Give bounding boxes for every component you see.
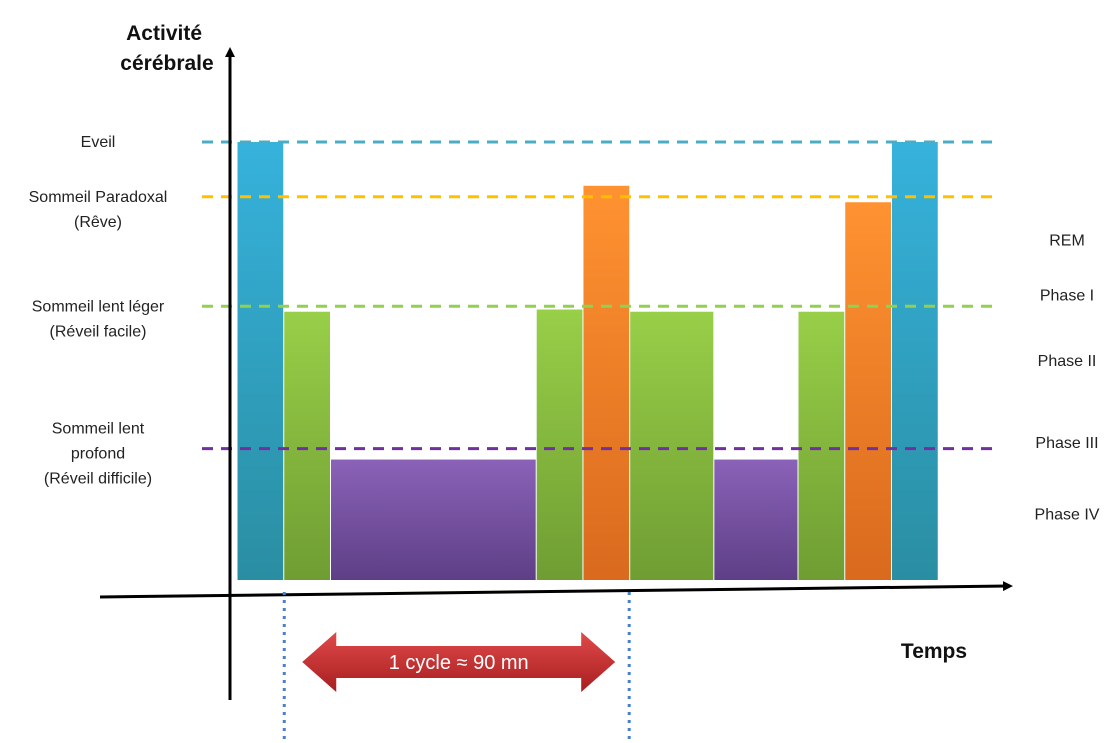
bar-profond-3	[331, 459, 536, 580]
level-label-leger-line-2: (Réveil facile)	[50, 323, 147, 340]
phase-labels-layer: REM Phase I Phase II Phase III Phase IV	[1035, 233, 1100, 524]
bar-paradoxal-9	[845, 202, 891, 580]
bar-paradoxal-5	[583, 185, 630, 581]
bar-profond-7	[714, 459, 798, 580]
level-label-eveil: Eveil	[81, 134, 116, 151]
bar-eveil-1	[237, 142, 284, 580]
phase-label-1: REM	[1049, 233, 1085, 250]
level-label-leger: Sommeil lent léger (Réveil facile)	[32, 298, 165, 340]
level-label-profond-line-3: (Réveil difficile)	[44, 471, 152, 488]
x-axis-title: Temps	[901, 640, 967, 663]
x-axis	[99, 581, 1013, 599]
y-axis-title-line-1: Activité	[126, 22, 202, 45]
level-label-paradoxal-line-2: (Rêve)	[74, 214, 122, 231]
bar-leger-6	[630, 311, 714, 580]
level-label-leger-line-1: Sommeil lent léger	[32, 298, 165, 315]
phase-label-3: Phase II	[1038, 353, 1097, 370]
phase-label-5: Phase IV	[1035, 506, 1100, 523]
phase-label-4: Phase III	[1035, 435, 1098, 452]
bars-layer	[237, 142, 938, 581]
cycle-double-arrow	[302, 632, 616, 692]
cycle-label: 1 cycle ≈ 90 mn	[389, 652, 529, 674]
level-label-paradoxal-line-1: Sommeil Paradoxal	[29, 189, 168, 206]
bar-leger-8	[798, 311, 845, 580]
level-label-profond-line-1: Sommeil lent	[52, 421, 145, 438]
phase-label-2: Phase I	[1040, 287, 1094, 304]
level-label-profond-line-2: profond	[71, 446, 125, 463]
level-label-profond: Sommeil lent profond (Réveil difficile)	[44, 421, 152, 488]
y-axis-title: Activité cérébrale	[120, 22, 213, 75]
bar-eveil-10	[892, 142, 938, 580]
y-axis-title-line-2: cérébrale	[120, 52, 213, 75]
bar-leger-4	[536, 309, 583, 580]
level-label-eveil-line-1: Eveil	[81, 134, 116, 151]
level-labels-layer: Eveil Sommeil Paradoxal (Rêve) Sommeil lent…	[29, 134, 168, 488]
level-label-paradoxal: Sommeil Paradoxal (Rêve)	[29, 189, 168, 231]
bar-leger-2	[284, 311, 330, 580]
